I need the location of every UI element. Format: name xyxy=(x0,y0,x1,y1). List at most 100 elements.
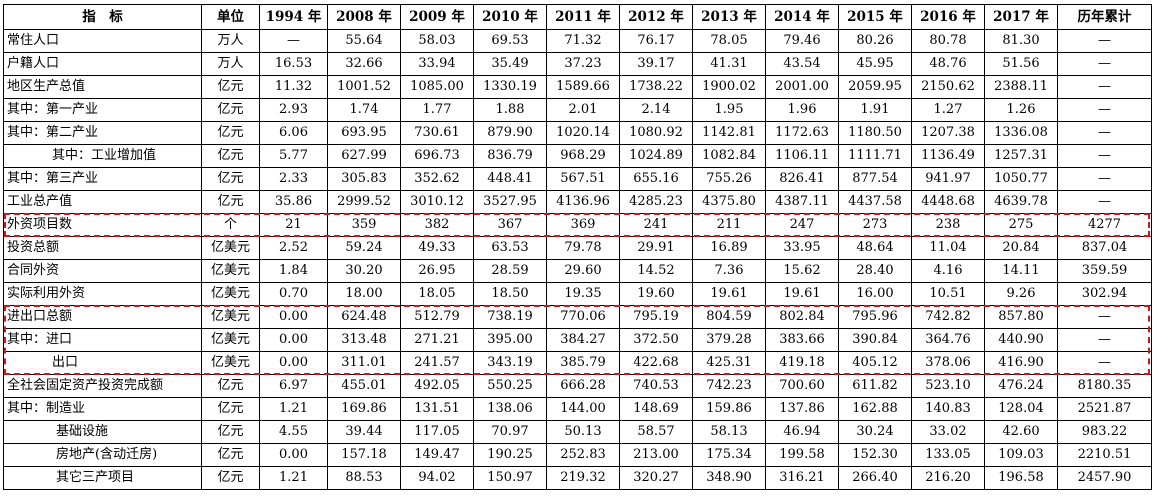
table-cell: — xyxy=(1057,29,1152,53)
table-cell: 131.51 xyxy=(400,397,474,421)
table-cell: 28.40 xyxy=(838,259,912,283)
table-cell: 2457.90 xyxy=(1057,466,1152,490)
table-cell: 42.60 xyxy=(984,420,1058,444)
table-cell: 19.35 xyxy=(546,282,620,306)
row-unit: 亿元 xyxy=(201,420,260,444)
table-cell: 144.00 xyxy=(546,397,620,421)
table-cell: 1.96 xyxy=(765,98,839,122)
table-cell: 1.88 xyxy=(473,98,547,122)
table-row: 基础设施 亿元 4.55 39.44 117.05 70.97 50.13 58.57 58.1… xyxy=(3,420,1152,444)
table-cell: 1900.02 xyxy=(692,75,766,99)
row-unit: 亿元 xyxy=(201,466,260,490)
table-cell: 6.97 xyxy=(259,374,328,398)
row-unit: 亿美元 xyxy=(201,259,260,283)
table-cell: 20.84 xyxy=(984,236,1058,260)
table-cell: 390.84 xyxy=(838,328,912,352)
table-cell: 770.06 xyxy=(546,305,620,329)
table-row: 常住人口 万人 —55.64 58.03 69.53 71.32 76.17 78.05 79.… xyxy=(3,29,1152,53)
row-label: 出口 xyxy=(3,351,202,375)
table-cell: 0.00 xyxy=(259,305,328,329)
table-cell: 26.95 xyxy=(400,259,474,283)
table-cell: 364.76 xyxy=(911,328,985,352)
table-cell: 219.32 xyxy=(546,466,620,490)
table-cell: 18.05 xyxy=(400,282,474,306)
table-cell: 14.11 xyxy=(984,259,1058,283)
table-cell: 247 xyxy=(765,213,839,237)
table-row: 其中：第三产业 亿元 2.33 305.83 352.62 448.41 567.51 655… xyxy=(3,167,1152,191)
table-cell: 169.86 xyxy=(327,397,401,421)
table-cell: 382 xyxy=(400,213,474,237)
table-cell: 523.10 xyxy=(911,374,985,398)
table-cell: 241 xyxy=(619,213,693,237)
table-cell: 369 xyxy=(546,213,620,237)
table-cell: 4136.96 xyxy=(546,190,620,214)
table-cell: 492.05 xyxy=(400,374,474,398)
table-cell: 71.32 xyxy=(546,29,620,53)
table-row: 地区生产总值 亿元 11.32 1001.52 1085.00 1330.19 1589.6… xyxy=(3,75,1152,99)
table-cell: 1111.71 xyxy=(838,144,912,168)
table-cell: 700.60 xyxy=(765,374,839,398)
table-cell: 320.27 xyxy=(619,466,693,490)
table-cell: 1024.89 xyxy=(619,144,693,168)
table-cell: 162.88 xyxy=(838,397,912,421)
table-cell: 802.84 xyxy=(765,305,839,329)
row-unit: 亿元 xyxy=(201,121,260,145)
table-cell: — xyxy=(1057,167,1152,191)
table-cell: 4639.78 xyxy=(984,190,1058,214)
table-cell: 1020.14 xyxy=(546,121,620,145)
column-header: 2013 年 xyxy=(692,4,766,30)
table-cell: — xyxy=(1057,190,1152,214)
row-unit: 亿元 xyxy=(201,75,260,99)
table-row: 实际利用外资 亿美元 0.70 18.00 18.05 18.50 19.35 19.60 19… xyxy=(3,282,1152,306)
table-cell: 1336.08 xyxy=(984,121,1058,145)
table-cell: 76.17 xyxy=(619,29,693,53)
table-cell: 2.14 xyxy=(619,98,693,122)
table-cell: 157.18 xyxy=(327,443,401,467)
table-cell: 0.00 xyxy=(259,328,328,352)
table-cell: 30.20 xyxy=(327,259,401,283)
table-cell: 216.20 xyxy=(911,466,985,490)
table-cell: 983.22 xyxy=(1057,420,1152,444)
table-cell: 4387.11 xyxy=(765,190,839,214)
table-cell: 425.31 xyxy=(692,351,766,375)
row-label: 其中：第一产业 xyxy=(3,98,202,122)
column-header: 2009 年 xyxy=(400,4,474,30)
table-cell: 190.25 xyxy=(473,443,547,467)
table-cell: 41.31 xyxy=(692,52,766,76)
table-cell: 1.74 xyxy=(327,98,401,122)
row-unit: 个 xyxy=(201,213,260,237)
table-row: 全社会固定资产投资完成额 亿元 6.97 455.01 492.05 550.25 666.… xyxy=(3,374,1152,398)
table-cell: 740.53 xyxy=(619,374,693,398)
table-cell: 19.61 xyxy=(765,282,839,306)
table-cell: 137.86 xyxy=(765,397,839,421)
row-unit: 亿元 xyxy=(201,374,260,398)
table-cell: — xyxy=(1057,98,1152,122)
table-cell: 29.60 xyxy=(546,259,620,283)
table-cell: 567.51 xyxy=(546,167,620,191)
row-unit: 万人 xyxy=(201,29,260,53)
table-cell: 348.90 xyxy=(692,466,766,490)
row-label: 实际利用外资 xyxy=(3,282,202,306)
table-cell: — xyxy=(1057,121,1152,145)
table-cell: 18.50 xyxy=(473,282,547,306)
column-header: 指 标 xyxy=(3,4,202,30)
table-cell: 33.02 xyxy=(911,420,985,444)
table-cell: 1001.52 xyxy=(327,75,401,99)
table-cell: 655.16 xyxy=(619,167,693,191)
table-cell: 152.30 xyxy=(838,443,912,467)
row-unit: 亿元 xyxy=(201,144,260,168)
table-cell: 59.24 xyxy=(327,236,401,260)
table-cell: — xyxy=(259,29,328,53)
table-cell: 150.97 xyxy=(473,466,547,490)
table-cell: 11.04 xyxy=(911,236,985,260)
table-cell: 2999.52 xyxy=(327,190,401,214)
table-cell: 384.27 xyxy=(546,328,620,352)
table-cell: 2.93 xyxy=(259,98,328,122)
row-label: 合同外资 xyxy=(3,259,202,283)
row-unit: 亿元 xyxy=(201,98,260,122)
table-cell: 2001.00 xyxy=(765,75,839,99)
row-label: 其中：第二产业 xyxy=(3,121,202,145)
row-label: 房地产(含动迁房) xyxy=(3,443,202,467)
table-cell: 80.78 xyxy=(911,29,985,53)
table-cell: 128.04 xyxy=(984,397,1058,421)
